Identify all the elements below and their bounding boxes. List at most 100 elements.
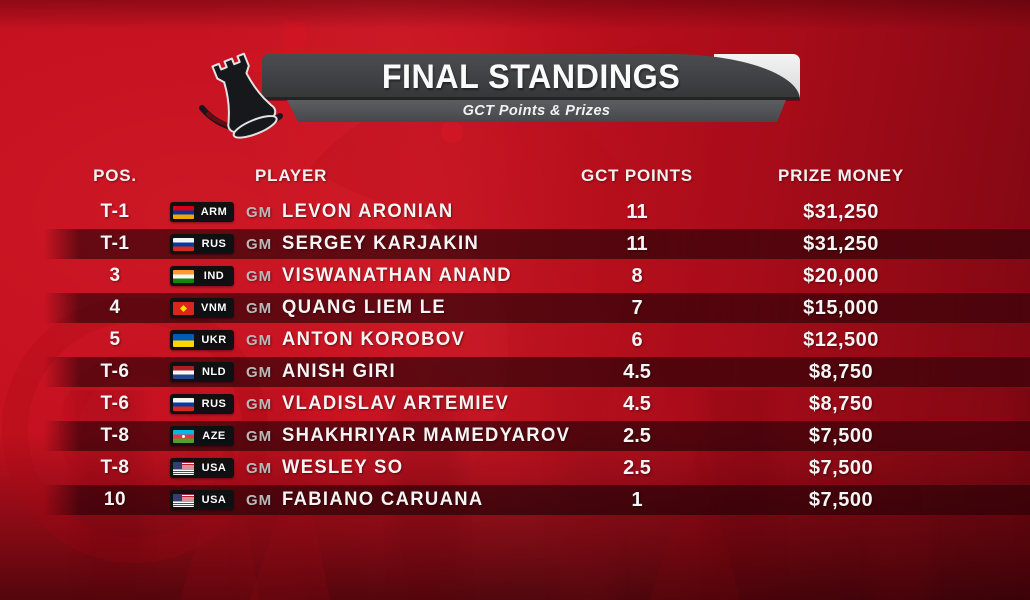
prize-money-cell: $7,500 bbox=[808, 488, 874, 511]
player-name: VLADISLAV ARTEMIEV bbox=[282, 393, 510, 414]
position-cell: T-6 bbox=[100, 361, 130, 382]
gct-points-cell: 11 bbox=[626, 232, 648, 255]
gct-points-cell: 8 bbox=[631, 264, 643, 287]
country-flag-badge: RUS bbox=[170, 234, 234, 254]
gm-title: GM bbox=[246, 331, 273, 349]
gm-title: GM bbox=[246, 491, 273, 509]
position-cell: 3 bbox=[109, 265, 121, 286]
flag-icon bbox=[173, 365, 194, 379]
country-code: NLD bbox=[201, 366, 227, 378]
table-row: 5 UKR GM ANTON KOROBOV 6 $12,500 bbox=[60, 324, 970, 356]
player-name: ANTON KOROBOV bbox=[282, 329, 466, 350]
country-flag-badge: RUS bbox=[170, 394, 234, 414]
flag-icon bbox=[173, 205, 194, 219]
player-name: SERGEY KARJAKIN bbox=[282, 233, 480, 254]
country-flag-badge: IND bbox=[170, 266, 234, 286]
country-badge-cell: USA bbox=[170, 490, 246, 510]
gm-title: GM bbox=[246, 299, 273, 317]
banner-title-bar: FINAL STANDINGS bbox=[262, 54, 800, 100]
country-code: RUS bbox=[201, 398, 227, 410]
column-header-pos: POS. bbox=[93, 166, 137, 185]
position-cell: T-8 bbox=[100, 457, 130, 478]
gm-title: GM bbox=[246, 427, 273, 445]
page-subtitle: GCT Points & Prizes bbox=[462, 103, 611, 119]
gm-title: GM bbox=[246, 235, 273, 253]
country-flag-badge: USA bbox=[170, 490, 234, 510]
country-flag-badge: USA bbox=[170, 458, 234, 478]
table-row: 4 VNM GM QUANG LIEM LE 7 $15,000 bbox=[44, 292, 1030, 324]
player-name: FABIANO CARUANA bbox=[282, 489, 484, 510]
gm-title: GM bbox=[246, 363, 273, 381]
player-name: ANISH GIRI bbox=[282, 361, 396, 382]
country-badge-cell: ARM bbox=[170, 202, 246, 222]
gct-points-cell: 4.5 bbox=[623, 360, 651, 383]
player-name: WESLEY SO bbox=[282, 457, 404, 478]
flag-icon bbox=[173, 237, 194, 251]
country-flag-badge: NLD bbox=[170, 362, 234, 382]
position-cell: T-8 bbox=[100, 425, 130, 446]
country-badge-cell: NLD bbox=[170, 362, 246, 382]
gct-points-cell: 2.5 bbox=[623, 456, 651, 479]
table-row: T-8 USA GM WESLEY SO 2.5 $7,500 bbox=[60, 452, 970, 484]
position-cell: 4 bbox=[109, 297, 121, 318]
gm-title: GM bbox=[246, 267, 273, 285]
country-badge-cell: RUS bbox=[170, 394, 246, 414]
player-name: VISWANATHAN ANAND bbox=[282, 265, 512, 286]
prize-money-cell: $12,500 bbox=[803, 328, 879, 351]
position-cell: 10 bbox=[103, 489, 127, 510]
flag-icon bbox=[173, 397, 194, 411]
gct-points-cell: 6 bbox=[631, 328, 643, 351]
country-code: RUS bbox=[201, 238, 227, 250]
country-code: USA bbox=[201, 462, 227, 474]
country-code: IND bbox=[203, 270, 225, 282]
prize-money-cell: $7,500 bbox=[808, 456, 874, 479]
flag-icon bbox=[173, 269, 194, 283]
country-badge-cell: USA bbox=[170, 458, 246, 478]
prize-money-cell: $15,000 bbox=[803, 296, 879, 319]
player-name: QUANG LIEM LE bbox=[282, 297, 447, 318]
page-title: FINAL STANDINGS bbox=[381, 57, 681, 96]
flag-icon bbox=[173, 301, 194, 315]
country-badge-cell: VNM bbox=[170, 298, 246, 318]
country-flag-badge: ARM bbox=[170, 202, 234, 222]
prize-money-cell: $31,250 bbox=[803, 200, 879, 223]
gm-title: GM bbox=[246, 395, 273, 413]
prize-money-cell: $20,000 bbox=[803, 264, 879, 287]
country-code: USA bbox=[201, 494, 227, 506]
flag-icon bbox=[173, 493, 194, 507]
standings-rows: T-1 ARM GM LEVON ARONIAN 11 $31,250 T-1 … bbox=[44, 196, 1030, 516]
table-row: T-1 RUS GM SERGEY KARJAKIN 11 $31,250 bbox=[44, 228, 1030, 260]
flag-icon bbox=[173, 333, 194, 347]
table-row: 10 USA GM FABIANO CARUANA 1 $7,500 bbox=[44, 484, 1030, 516]
table-row: 3 IND GM VISWANATHAN ANAND 8 $20,000 bbox=[60, 260, 970, 292]
prize-money-cell: $7,500 bbox=[808, 424, 874, 447]
column-header-player: PLAYER bbox=[255, 166, 328, 185]
flag-icon bbox=[173, 461, 194, 475]
player-name: SHAKHRIYAR MAMEDYAROV bbox=[282, 425, 571, 446]
gm-title: GM bbox=[246, 459, 273, 477]
country-code: UKR bbox=[201, 334, 227, 346]
country-flag-badge: VNM bbox=[170, 298, 234, 318]
country-code: ARM bbox=[200, 206, 228, 218]
standings-table: POS. PLAYER GCT POINTS PRIZE MONEY T-1 A… bbox=[44, 156, 1030, 516]
gct-points-cell: 4.5 bbox=[623, 392, 651, 415]
gct-points-cell: 7 bbox=[631, 296, 643, 319]
table-header-row: POS. PLAYER GCT POINTS PRIZE MONEY bbox=[60, 156, 970, 196]
position-cell: T-1 bbox=[100, 233, 130, 254]
column-header-points: GCT POINTS bbox=[581, 166, 693, 185]
position-cell: T-1 bbox=[100, 201, 130, 222]
gct-points-cell: 11 bbox=[626, 200, 648, 223]
position-cell: T-6 bbox=[100, 393, 130, 414]
country-flag-badge: UKR bbox=[170, 330, 234, 350]
prize-money-cell: $31,250 bbox=[803, 232, 879, 255]
table-row: T-8 AZE GM SHAKHRIYAR MAMEDYAROV 2.5 $7,… bbox=[44, 420, 1030, 452]
country-code: AZE bbox=[202, 430, 226, 442]
prize-money-cell: $8,750 bbox=[808, 360, 874, 383]
table-row: T-1 ARM GM LEVON ARONIAN 11 $31,250 bbox=[60, 196, 970, 228]
country-badge-cell: UKR bbox=[170, 330, 246, 350]
gct-points-cell: 1 bbox=[631, 488, 643, 511]
flag-icon bbox=[173, 429, 194, 443]
country-badge-cell: RUS bbox=[170, 234, 246, 254]
prize-money-cell: $8,750 bbox=[808, 392, 874, 415]
